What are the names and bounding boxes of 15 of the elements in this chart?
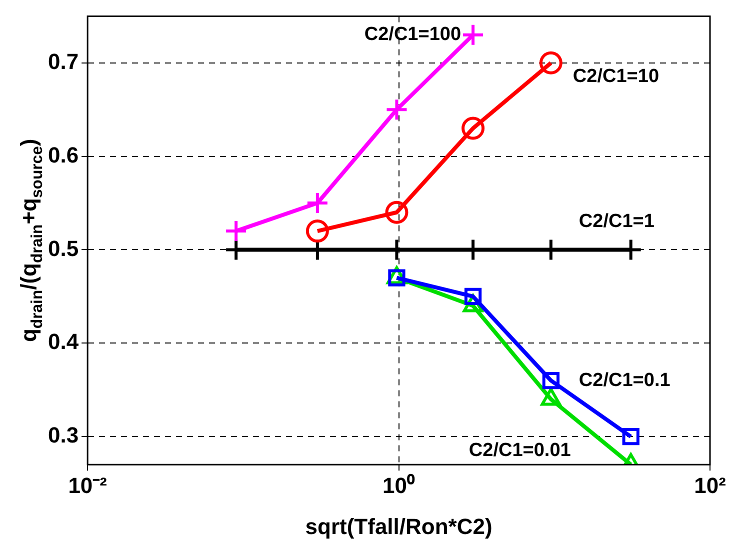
x-tick-label: 10⁻² bbox=[68, 472, 107, 498]
y-tick-label: 0.7 bbox=[48, 48, 79, 74]
y-tick-label: 0.4 bbox=[48, 329, 80, 354]
series-label: C2/C1=10 bbox=[572, 66, 660, 88]
y-tick-label: 0.6 bbox=[48, 142, 79, 168]
series-label: C2/C1=0.1 bbox=[578, 370, 671, 391]
series-label: C2/C1=1 bbox=[578, 210, 655, 232]
y-tick-label: 0.5 bbox=[48, 236, 79, 261]
y-tick-label: 0.3 bbox=[48, 422, 79, 448]
y-axis-title: qdrain/(qdrain+qsource) bbox=[16, 138, 46, 342]
x-axis-title: sqrt(Tfall/Ron*C2) bbox=[305, 514, 492, 540]
x-tick-label: 10² bbox=[694, 472, 726, 498]
x-tick-label: 10⁰ bbox=[382, 472, 416, 498]
series-label: C2/C1=0.01 bbox=[468, 440, 572, 461]
series-label: C2/C1=100 bbox=[364, 24, 462, 46]
